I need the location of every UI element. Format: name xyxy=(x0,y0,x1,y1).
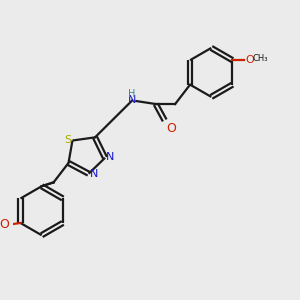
Text: O: O xyxy=(0,218,9,231)
Text: N: N xyxy=(128,95,136,106)
Text: S: S xyxy=(64,135,71,145)
Text: O: O xyxy=(167,122,176,135)
Text: CH₃: CH₃ xyxy=(253,54,268,63)
Text: O: O xyxy=(245,55,254,65)
Text: N: N xyxy=(90,169,98,179)
Text: N: N xyxy=(106,152,115,162)
Text: H: H xyxy=(128,89,136,100)
